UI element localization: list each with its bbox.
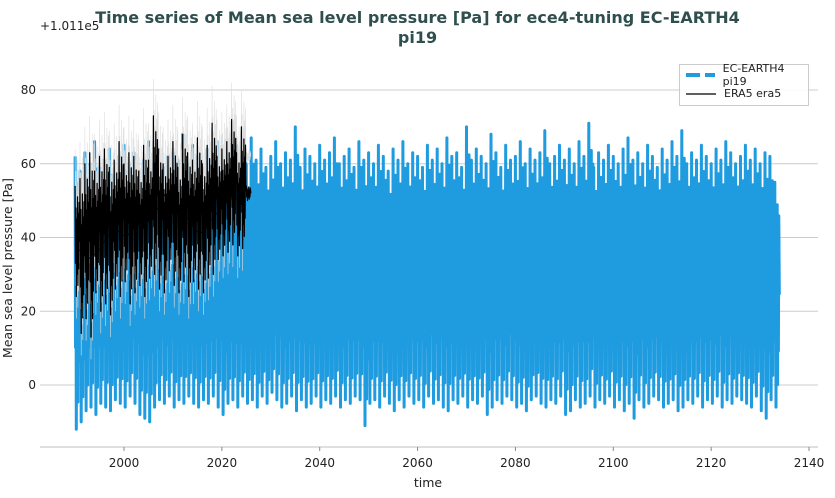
- y-tick-label: 20: [21, 304, 36, 318]
- y-offset-label: +1.011e5: [40, 19, 99, 33]
- x-tick-label: 2120: [696, 456, 727, 470]
- legend-item-model: EC-EARTH4 pi19: [680, 62, 808, 88]
- x-tick-label: 2080: [500, 456, 531, 470]
- y-tick-label: 40: [21, 231, 36, 245]
- y-tick-label: 80: [21, 83, 36, 97]
- era5-running-mean-line: [77, 192, 249, 261]
- title-line-2: pi19: [397, 28, 438, 47]
- era5-series-line: [74, 115, 252, 338]
- x-tick-label: 2100: [598, 456, 629, 470]
- legend-label-model: EC-EARTH4 pi19: [722, 61, 785, 88]
- x-tick-label: 2040: [304, 456, 335, 470]
- x-tick-label: 2140: [794, 456, 825, 470]
- chart-title: Time series of Mean sea level pressure […: [0, 8, 835, 48]
- y-axis-label: Mean sea level pressure [Pa]: [0, 178, 15, 358]
- legend: EC-EARTH4 pi19 ERA5 era5: [679, 62, 809, 106]
- x-tick-label: 2020: [207, 456, 238, 470]
- x-tick-label: 2060: [402, 456, 433, 470]
- y-tick-label: 0: [28, 378, 36, 392]
- title-line-1: Time series of Mean sea level pressure […: [95, 8, 740, 27]
- x-axis-label: time: [414, 475, 443, 490]
- y-tick-label: 60: [21, 157, 36, 171]
- legend-item-era5: ERA5 era5: [680, 84, 808, 103]
- x-tick-label: 2000: [109, 456, 140, 470]
- legend-swatch-model: [686, 72, 715, 77]
- legend-label-era5: ERA5 era5: [724, 87, 782, 100]
- legend-swatch-era5: [686, 92, 716, 95]
